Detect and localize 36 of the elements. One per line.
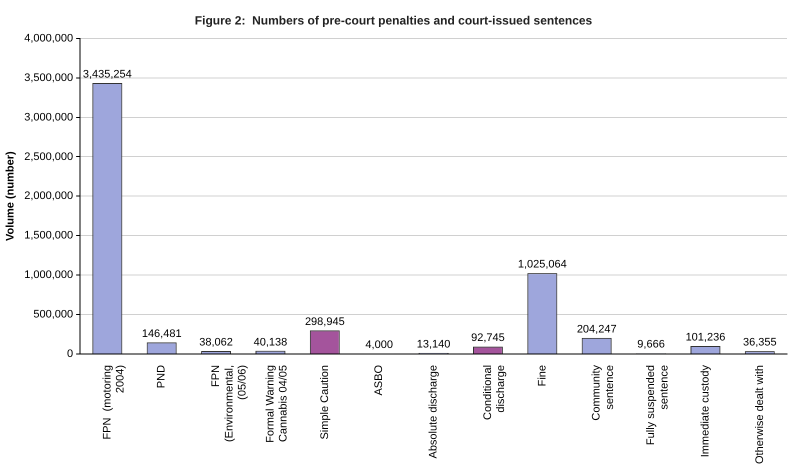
data-label: 38,062	[199, 336, 233, 348]
x-tick-label: Immediate custody	[699, 364, 712, 458]
y-axis-title: Volume (number)	[4, 151, 17, 241]
x-tick-label: Simple Caution	[318, 364, 331, 440]
x-tick-label: Otherwise dealt with	[754, 364, 766, 464]
x-tick-label: Community sentence	[590, 364, 616, 421]
y-tick-label: 4,000,000	[24, 32, 74, 44]
x-tick-label: Fine	[536, 364, 548, 386]
data-label: 298,945	[304, 316, 345, 328]
x-tick-label: Formal Warning Cannabis 04/05	[264, 364, 290, 443]
x-tick-label: Conditional discharge	[482, 364, 508, 420]
y-tick-label: 2,500,000	[24, 150, 74, 163]
x-tick-label: FPN (motoring 2004)	[101, 364, 127, 440]
x-tick-label: PND	[156, 364, 168, 388]
x-tick-label: FPN (Environmental, (05/06)	[210, 364, 249, 442]
data-label: 1,025,064	[518, 258, 567, 271]
y-tick-label: 0	[67, 348, 74, 360]
data-label: 204,247	[576, 323, 617, 336]
chart-title: Figure 2: Numbers of pre-court penalties and court-issued sentences	[194, 14, 593, 28]
y-tick-label: 1,000,000	[24, 269, 74, 282]
y-tick-label: 3,000,000	[24, 111, 74, 124]
data-label: 13,140	[416, 338, 450, 350]
data-label: 101,236	[686, 332, 726, 344]
y-tick-label: 2,000,000	[24, 190, 74, 202]
data-label: 36,355	[742, 336, 777, 349]
data-label: 9,666	[637, 338, 665, 351]
data-label: 40,138	[254, 336, 288, 348]
x-tick-label: ASBO	[373, 364, 386, 396]
y-tick-label: 500,000	[33, 308, 74, 321]
data-label: 3,435,254	[82, 68, 132, 80]
x-tick-label: Absolute discharge	[428, 364, 440, 459]
data-label: 4,000	[365, 339, 393, 352]
y-tick-label: 3,500,000	[24, 72, 74, 84]
data-label: 146,481	[142, 328, 182, 340]
data-label: 92,745	[471, 332, 505, 344]
y-tick-label: 1,500,000	[24, 230, 74, 242]
